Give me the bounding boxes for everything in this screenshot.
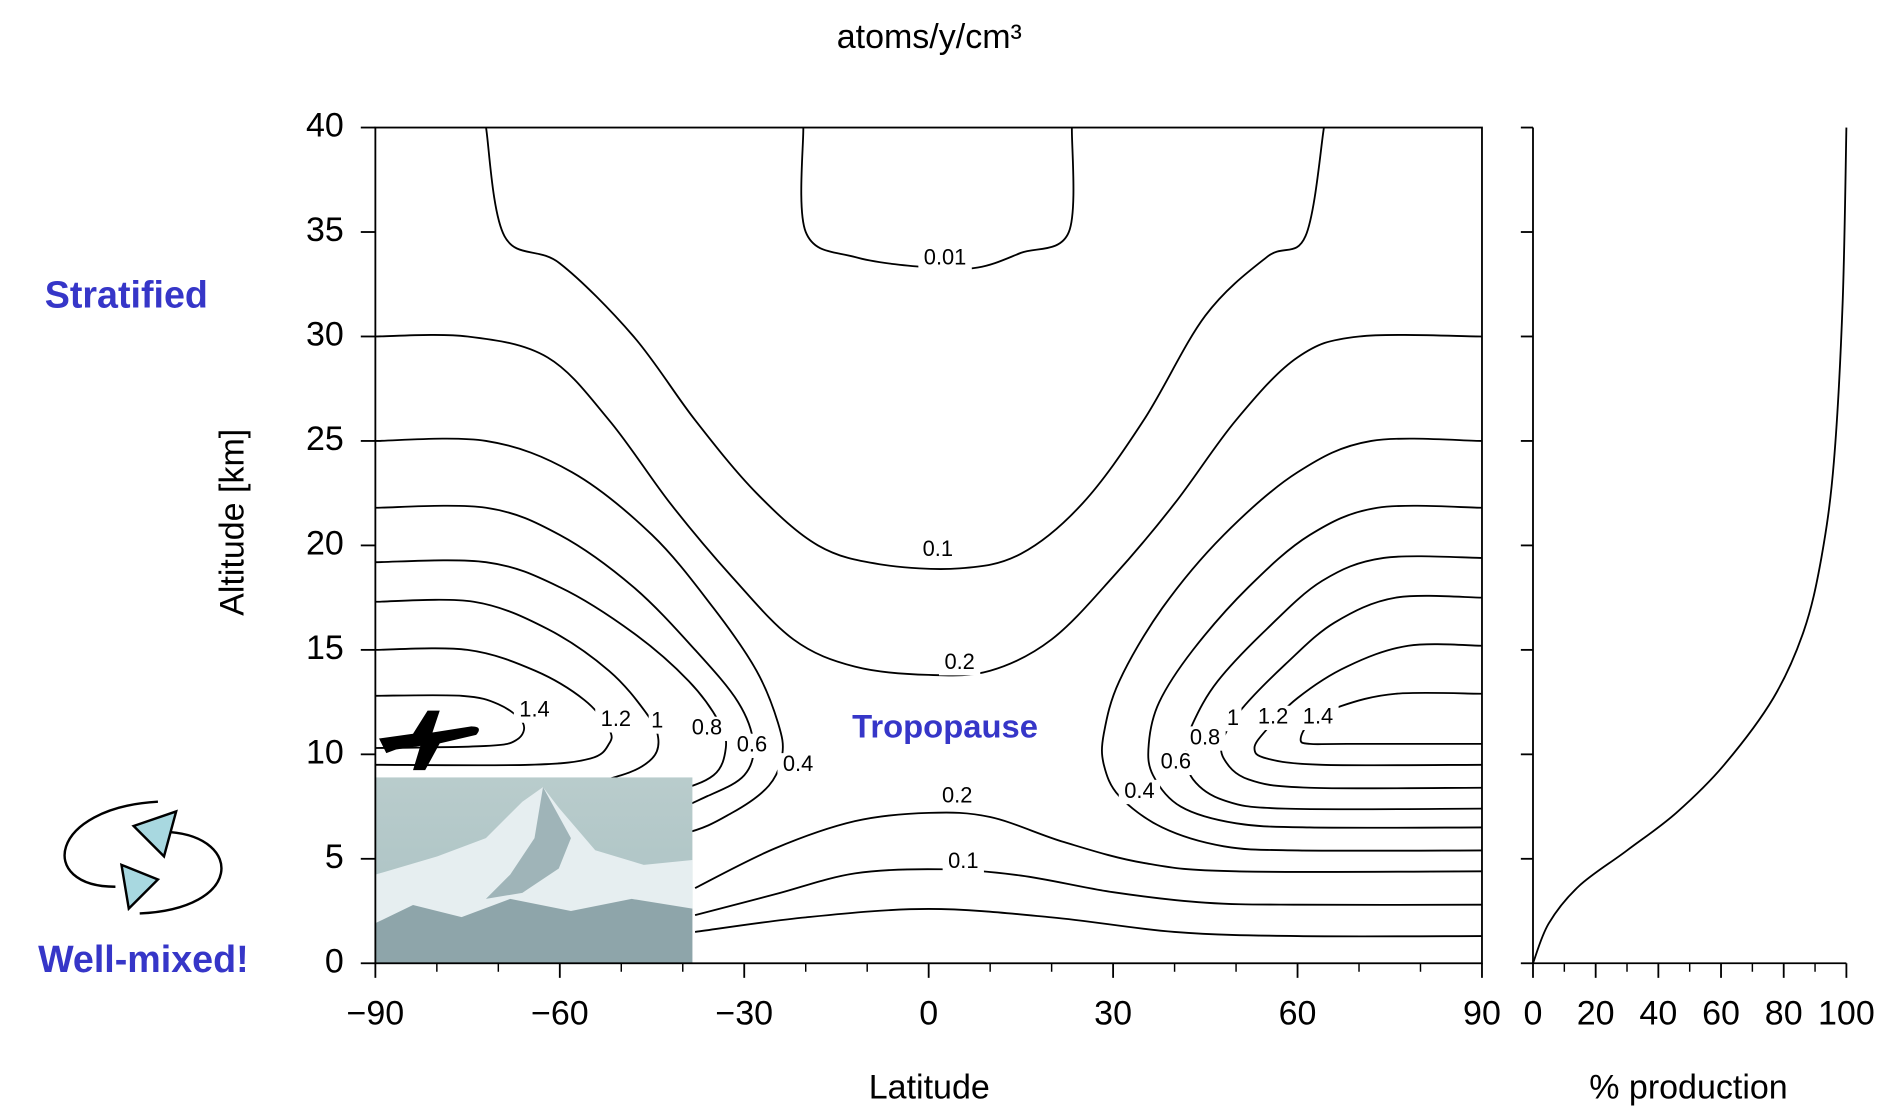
page: atoms/y/cm³ Altitude [km] Latitude % pro…	[0, 0, 1895, 1106]
contour-line	[375, 556, 1482, 809]
y-tick-label: 15	[306, 629, 344, 667]
contour-label: 0.2	[942, 783, 972, 808]
arrow-head	[134, 811, 177, 856]
contour-label: 1.2	[601, 706, 631, 731]
contour-label: 0.01	[924, 245, 967, 270]
x-tick-label: −30	[715, 994, 773, 1032]
y-tick-label: 35	[306, 211, 344, 249]
annotation: Tropopause	[852, 707, 1038, 744]
x-tick-label: 20	[1577, 994, 1615, 1032]
contour-line	[695, 909, 1482, 936]
y-tick-label: 5	[325, 838, 344, 876]
x-tick-label: −90	[347, 994, 405, 1032]
x-tick-label: 80	[1765, 994, 1803, 1032]
x-tick-label: −60	[531, 994, 589, 1032]
mountain-photo	[375, 777, 692, 963]
x-tick-label: 0	[919, 994, 938, 1032]
contour-label: 0.8	[692, 715, 722, 740]
figure: atoms/y/cm³ Altitude [km] Latitude % pro…	[0, 0, 1895, 1106]
y-tick-label: 0	[325, 942, 344, 980]
x-axis-label: Latitude	[869, 1069, 990, 1106]
chart-title: atoms/y/cm³	[837, 18, 1022, 56]
y-tick-label: 10	[306, 733, 344, 771]
contour-label: 0.4	[783, 751, 813, 776]
contour-label: 0.4	[1124, 778, 1154, 803]
y-tick-label: 30	[306, 315, 344, 353]
contour-label: 0.1	[923, 536, 953, 561]
x-tick-label: 0	[1524, 994, 1543, 1032]
contour-label: 1	[1227, 705, 1239, 730]
x-tick-label: 30	[1094, 994, 1132, 1032]
x-tick-label: 90	[1463, 994, 1501, 1032]
y-axis-label: Altitude [km]	[213, 429, 251, 616]
y-tick-label: 25	[306, 420, 344, 458]
annotation: Well-mixed!	[38, 938, 249, 980]
contour-label: 0.6	[737, 732, 767, 757]
y-tick-label: 40	[306, 107, 344, 145]
contour-label: 0.1	[948, 848, 978, 873]
arrow-head	[121, 865, 157, 909]
airplane-icon	[379, 711, 479, 771]
mixing-icon	[65, 802, 222, 914]
contour-label: 1.4	[1303, 704, 1333, 729]
x-tick-label: 40	[1639, 994, 1677, 1032]
photo-foreground	[375, 899, 692, 963]
x-tick-label: 100	[1818, 994, 1875, 1032]
contour-label: 1.4	[519, 696, 549, 721]
contour-label: 0.2	[944, 649, 974, 674]
x-tick-label: 60	[1279, 994, 1317, 1032]
contour-label: 0.8	[1190, 724, 1220, 749]
x-axis-label: % production	[1589, 1069, 1787, 1106]
contour-label: 0.6	[1161, 749, 1191, 774]
contour-label: 1.2	[1258, 704, 1288, 729]
x-tick-label: 60	[1702, 994, 1740, 1032]
y-tick-label: 20	[306, 524, 344, 562]
contour-label: 1	[651, 707, 663, 732]
annotation: Stratified	[45, 274, 208, 316]
production-line	[1533, 128, 1846, 964]
contour-line	[375, 596, 1482, 789]
